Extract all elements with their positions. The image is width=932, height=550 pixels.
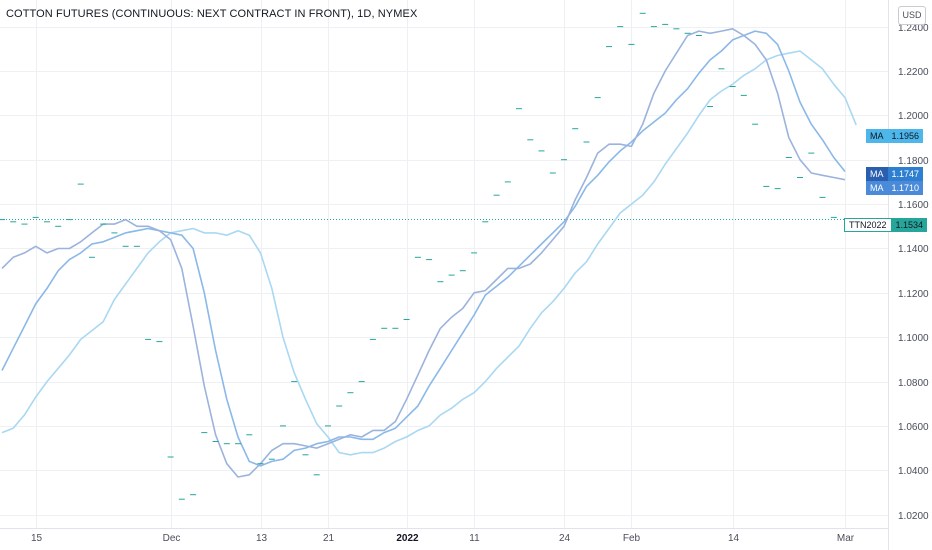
x-tick-label: 11 [469, 533, 480, 544]
y-tick-label: 1.1600 [898, 200, 929, 211]
x-tick-label: 21 [323, 533, 335, 544]
ma-mid-line [1, 30, 846, 467]
y-tick-label: 1.2400 [898, 23, 929, 34]
ma-tag-3-value: 1.1710 [887, 181, 924, 195]
y-tick-label: 1.1800 [898, 156, 929, 167]
chart-title: COTTON FUTURES (CONTINUOUS: NEXT CONTRAC… [6, 8, 418, 20]
y-tick-label: 1.1000 [898, 333, 929, 344]
ma-tag-2-value: 1.1747 [887, 167, 924, 181]
y-tick-label: 1.0800 [898, 378, 929, 389]
price-tag-value: 1.1534 [891, 218, 928, 232]
y-tick-label: 1.2000 [898, 111, 929, 122]
ma-tag-2: MA 1.1747 [866, 167, 924, 181]
time-axis: 15 Dec 13 21 2022 11 24 Feb 14 Mar [0, 528, 888, 544]
y-tick-label: 1.0400 [898, 466, 929, 477]
ma-tag-1-label: MA [866, 129, 888, 143]
ma-tag-3: MA 1.1710 [866, 181, 924, 195]
ma-fast-line [1, 28, 846, 478]
x-tick-label: 15 [31, 533, 43, 544]
chart-series [0, 12, 888, 500]
ma-slow-line [1, 50, 857, 456]
price-tag-label: TTN2022 [844, 218, 892, 232]
y-tick-label: 1.1400 [898, 244, 929, 255]
x-tick-label: 24 [559, 533, 571, 544]
ma-tag-1: MA 1.1956 [866, 129, 924, 143]
price-tag: TTN2022 1.1534 [844, 218, 928, 232]
chart-grid [0, 0, 888, 528]
ma-tag-3-label: MA [866, 181, 888, 195]
x-tick-label: 13 [256, 533, 268, 544]
x-tick-label: 2022 [396, 533, 419, 544]
currency-button[interactable]: USD [898, 6, 926, 25]
x-tick-label: Mar [837, 533, 855, 544]
y-tick-label: 1.0200 [898, 511, 929, 522]
x-tick-label: Dec [163, 533, 181, 544]
x-tick-label: 14 [728, 533, 740, 544]
y-tick-label: 1.1200 [898, 289, 929, 300]
y-tick-label: 1.0600 [898, 422, 929, 433]
y-tick-label: 1.2200 [898, 67, 929, 78]
ma-tag-2-label: MA [866, 167, 888, 181]
x-tick-label: Feb [623, 533, 641, 544]
price-axis: 1.0200 1.0400 1.0600 1.0800 1.1000 1.1200 1.14… [888, 0, 929, 550]
ma-tag-1-value: 1.1956 [887, 129, 924, 143]
